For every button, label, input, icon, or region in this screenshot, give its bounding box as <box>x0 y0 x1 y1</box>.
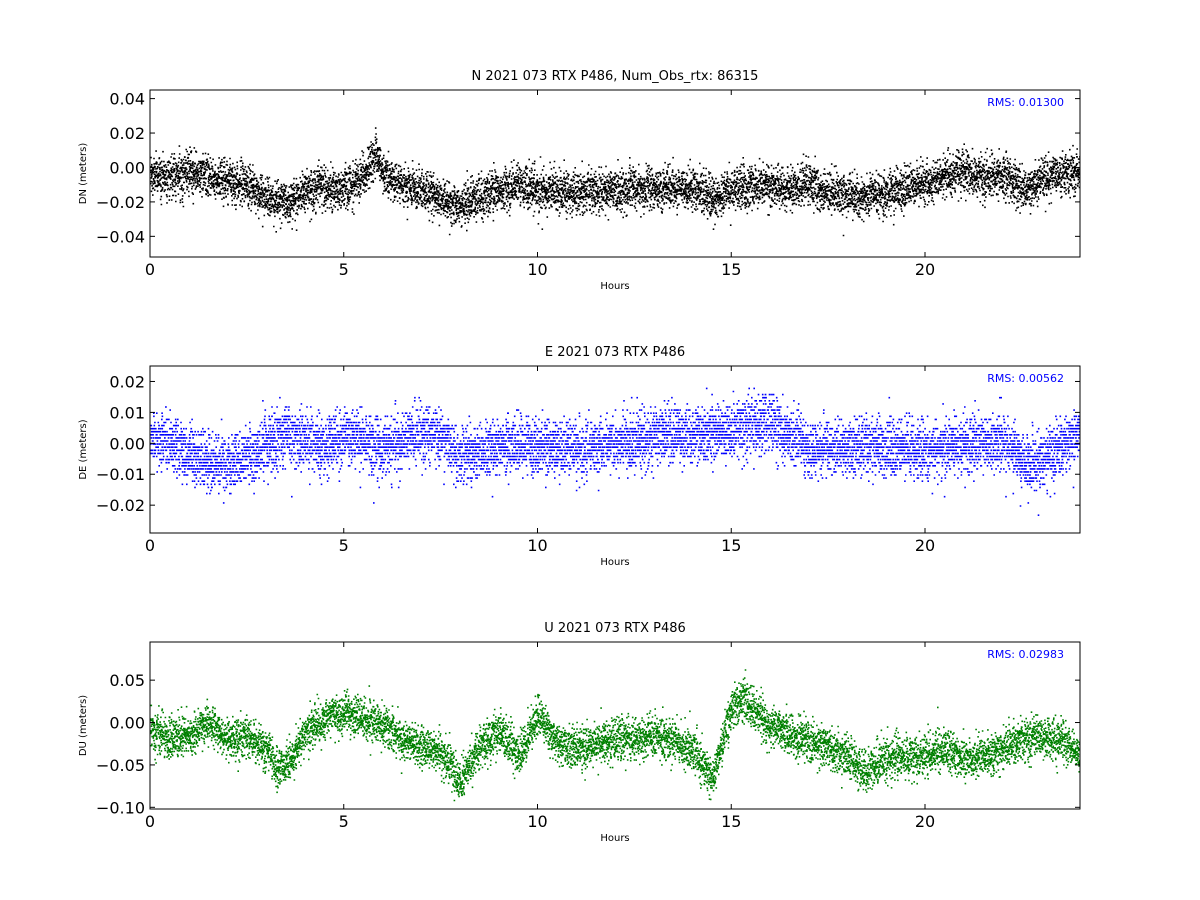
up-x-tick-label: 20 <box>915 812 935 831</box>
up-x-axis-label: Hours <box>600 833 629 844</box>
north-y-tick-label: 0.04 <box>109 90 145 109</box>
north-data-points <box>150 127 1080 237</box>
north-y-tick-label: 0.00 <box>109 158 145 177</box>
east-panel: E 2021 073 RTX P486 0 5 10 15 20 −0.02 −0.01 0.0… <box>78 345 1081 568</box>
up-y-tick-label: −0.05 <box>96 756 145 775</box>
east-x-tick-label: 0 <box>145 536 155 555</box>
east-y-axis-label: DE (meters) <box>78 419 89 479</box>
north-x-tick-label: 5 <box>339 260 349 279</box>
east-x-tick-label: 20 <box>915 536 935 555</box>
east-scatter-series <box>150 387 1080 516</box>
east-plot-frame <box>149 365 1081 534</box>
up-panel: U 2021 073 RTX P486 0 5 10 15 20 −0.10 −0.05 0.0… <box>78 621 1081 844</box>
east-rms-annotation: RMS: 0.00562 <box>987 372 1064 385</box>
north-y-tick-label: −0.04 <box>96 227 145 246</box>
up-data-points <box>150 669 1080 802</box>
up-x-tick-label: 5 <box>339 812 349 831</box>
up-y-tick-label: 0.05 <box>109 671 145 690</box>
north-x-tick-label: 20 <box>915 260 935 279</box>
north-y-tick-label: 0.02 <box>109 124 145 143</box>
up-y-tick-label: 0.00 <box>109 714 145 733</box>
north-x-axis-label: Hours <box>600 281 629 292</box>
east-x-tick-label: 15 <box>721 536 741 555</box>
up-x-tick-label: 10 <box>527 812 547 831</box>
up-x-tick-label: 0 <box>145 812 155 831</box>
north-scatter-series <box>150 127 1080 237</box>
east-x-tick-label: 10 <box>527 536 547 555</box>
up-chart-title: U 2021 073 RTX P486 <box>544 621 686 636</box>
east-chart-title: E 2021 073 RTX P486 <box>545 345 685 360</box>
up-y-tick-label: −0.10 <box>96 798 145 817</box>
up-y-axis-label: DU (meters) <box>78 695 89 756</box>
east-y-tick-label: 0.00 <box>109 434 145 453</box>
north-panel: N 2021 073 RTX P486, Num_Obs_rtx: 86315 0… <box>78 69 1081 292</box>
north-plot-frame <box>149 89 1081 258</box>
north-x-tick-label: 0 <box>145 260 155 279</box>
up-scatter-series <box>150 669 1080 802</box>
east-y-tick-label: 0.02 <box>109 372 145 391</box>
north-x-tick-label: 15 <box>721 260 741 279</box>
up-rms-annotation: RMS: 0.02983 <box>987 648 1064 661</box>
north-y-axis-label: DN (meters) <box>78 143 89 205</box>
east-x-tick-label: 5 <box>339 536 349 555</box>
up-x-tick-label: 15 <box>721 812 741 831</box>
north-chart-title: N 2021 073 RTX P486, Num_Obs_rtx: 86315 <box>472 69 759 84</box>
east-y-tick-label: 0.01 <box>109 403 145 422</box>
east-y-tick-label: −0.02 <box>96 496 145 515</box>
north-rms-annotation: RMS: 0.01300 <box>987 96 1064 109</box>
east-x-axis-label: Hours <box>600 557 629 568</box>
east-data-points <box>150 387 1080 516</box>
up-plot-frame <box>149 641 1081 810</box>
east-y-tick-label: −0.01 <box>96 465 145 484</box>
north-x-tick-label: 10 <box>527 260 547 279</box>
north-y-tick-label: −0.02 <box>96 193 145 212</box>
